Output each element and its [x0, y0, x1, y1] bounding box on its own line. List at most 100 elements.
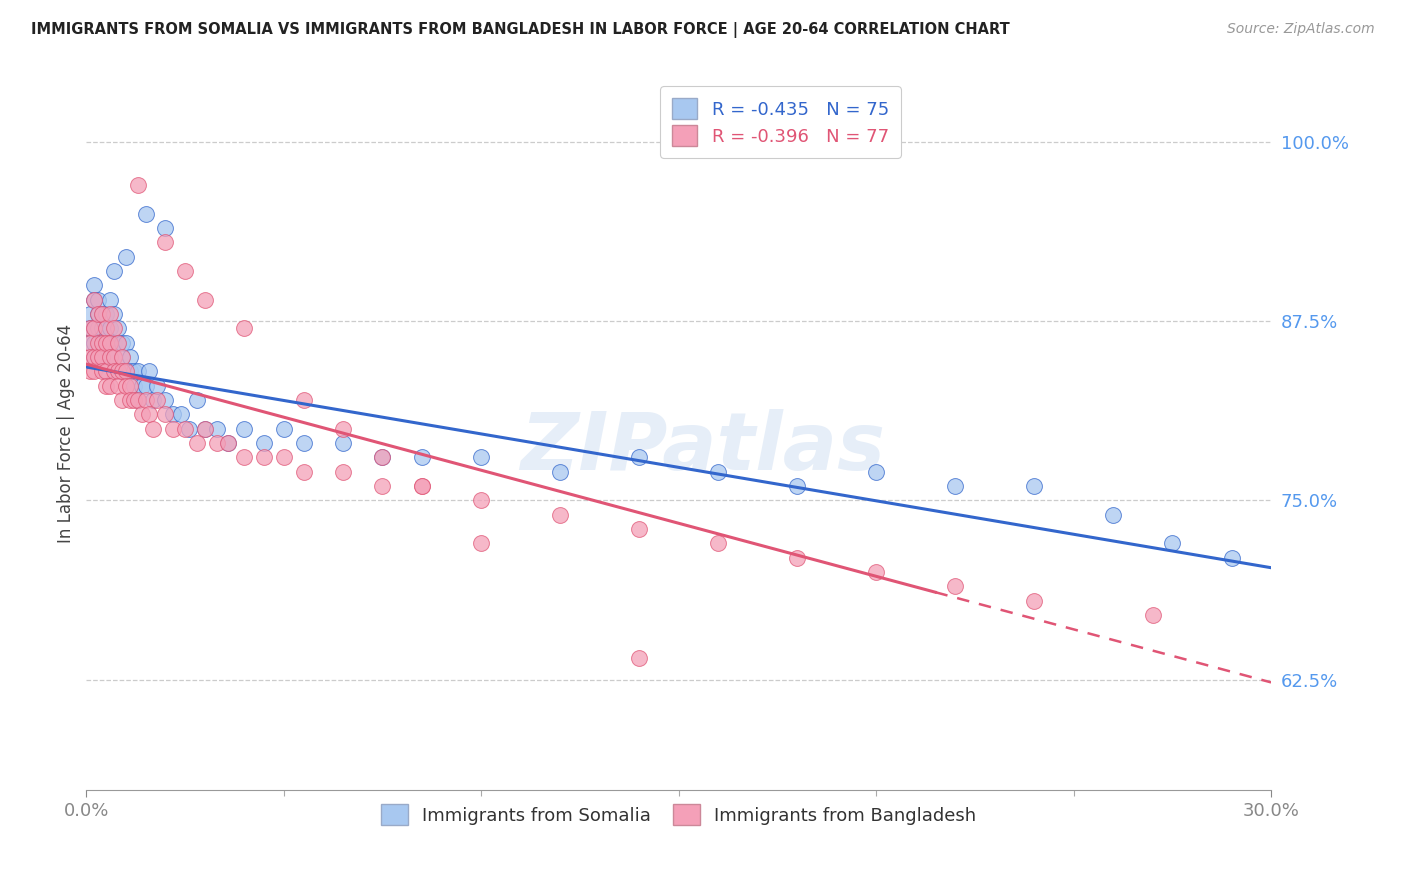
Point [79, 364, 101, 378]
Point [94, 364, 117, 378]
Point [127, 392, 149, 407]
Point [87, 321, 110, 335]
Point [79, 350, 101, 364]
Point [83, 350, 105, 364]
Point [865, 565, 887, 579]
Point [127, 392, 149, 407]
Point [135, 378, 157, 392]
Point [707, 536, 730, 550]
Point [332, 422, 354, 436]
Point [94, 364, 117, 378]
Point [103, 307, 125, 321]
Point [865, 465, 887, 479]
Point [292, 392, 315, 407]
Point [91, 350, 114, 364]
Point [87, 293, 110, 307]
Point [91, 321, 114, 335]
Point [470, 493, 492, 508]
Point [332, 465, 354, 479]
Point [111, 364, 134, 378]
Point [371, 450, 394, 465]
Point [470, 450, 492, 465]
Point [411, 479, 433, 493]
Point [142, 392, 165, 407]
Point [155, 235, 177, 250]
Legend: Immigrants from Somalia, Immigrants from Bangladesh: Immigrants from Somalia, Immigrants from… [371, 796, 986, 834]
Point [186, 436, 208, 450]
Point [548, 508, 571, 522]
Point [273, 450, 295, 465]
Point [174, 422, 197, 436]
Point [103, 350, 125, 364]
Point [253, 436, 276, 450]
Point [83, 278, 105, 293]
Point [111, 350, 134, 364]
Point [94, 378, 117, 392]
Point [111, 364, 134, 378]
Point [194, 293, 217, 307]
Point [118, 350, 141, 364]
Point [786, 479, 808, 493]
Point [292, 465, 315, 479]
Point [83, 321, 105, 335]
Point [114, 335, 136, 350]
Point [135, 392, 157, 407]
Point [122, 392, 145, 407]
Point [127, 364, 149, 378]
Point [111, 392, 134, 407]
Point [98, 335, 121, 350]
Point [98, 321, 121, 335]
Point [186, 392, 208, 407]
Point [114, 250, 136, 264]
Point [103, 350, 125, 364]
Point [170, 407, 193, 421]
Point [135, 206, 157, 220]
Point [79, 321, 101, 335]
Point [628, 450, 651, 465]
Point [1024, 593, 1046, 607]
Point [98, 293, 121, 307]
Point [79, 321, 101, 335]
Point [107, 335, 129, 350]
Point [103, 364, 125, 378]
Point [138, 364, 160, 378]
Point [146, 378, 169, 392]
Point [107, 378, 129, 392]
Point [1161, 536, 1184, 550]
Point [98, 378, 121, 392]
Point [94, 335, 117, 350]
Point [107, 335, 129, 350]
Point [142, 422, 165, 436]
Point [786, 550, 808, 565]
Point [87, 350, 110, 364]
Point [217, 436, 239, 450]
Point [94, 307, 117, 321]
Point [111, 350, 134, 364]
Point [371, 450, 394, 465]
Point [131, 378, 153, 392]
Point [83, 364, 105, 378]
Point [122, 378, 145, 392]
Point [122, 364, 145, 378]
Point [292, 436, 315, 450]
Point [94, 335, 117, 350]
Point [103, 321, 125, 335]
Point [83, 293, 105, 307]
Point [411, 450, 433, 465]
Point [103, 264, 125, 278]
Point [174, 264, 197, 278]
Point [114, 364, 136, 378]
Point [1142, 607, 1164, 622]
Point [273, 422, 295, 436]
Point [205, 422, 228, 436]
Text: IMMIGRANTS FROM SOMALIA VS IMMIGRANTS FROM BANGLADESH IN LABOR FORCE | AGE 20-64: IMMIGRANTS FROM SOMALIA VS IMMIGRANTS FR… [31, 22, 1010, 38]
Point [233, 321, 256, 335]
Point [118, 364, 141, 378]
Point [107, 321, 129, 335]
Point [98, 335, 121, 350]
Point [91, 307, 114, 321]
Point [1102, 508, 1125, 522]
Point [162, 422, 184, 436]
Point [111, 335, 134, 350]
Point [107, 364, 129, 378]
